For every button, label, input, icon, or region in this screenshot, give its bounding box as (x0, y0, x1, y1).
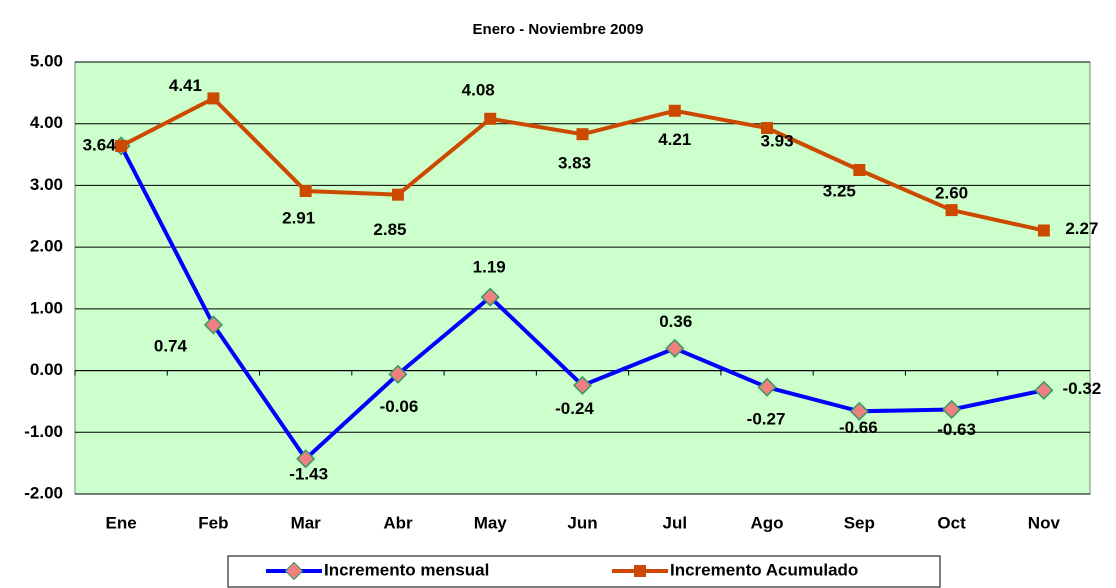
y-tick-label: -2.00 (24, 483, 63, 502)
data-label: 2.27 (1065, 219, 1098, 238)
data-label: -1.43 (289, 464, 328, 483)
data-label: -0.24 (555, 399, 594, 418)
x-tick-label: Ago (751, 513, 784, 532)
data-label: 0.74 (154, 336, 188, 355)
x-tick-label: Sep (844, 513, 875, 532)
data-label: 0.36 (659, 312, 692, 331)
x-tick-label: Abr (383, 513, 413, 532)
y-tick-label: 4.00 (30, 113, 63, 132)
data-label: -0.27 (747, 410, 786, 429)
data-label: -0.66 (839, 418, 878, 437)
data-label: 2.60 (935, 184, 968, 203)
legend-label: Incremento mensual (324, 560, 489, 579)
legend-label: Incremento Acumulado (670, 560, 858, 579)
y-tick-label: 3.00 (30, 175, 63, 194)
data-label: 4.08 (462, 80, 495, 99)
data-label: 4.21 (658, 130, 691, 149)
y-tick-label: 5.00 (30, 51, 63, 70)
marker (761, 122, 774, 135)
marker (388, 364, 408, 384)
legend-marker (634, 565, 646, 577)
data-label: -0.63 (937, 420, 976, 439)
marker (572, 375, 593, 395)
x-tick-label: Mar (291, 513, 322, 532)
marker (853, 164, 866, 176)
marker (203, 315, 223, 335)
marker (207, 92, 220, 105)
data-label: 2.91 (282, 208, 315, 227)
marker (668, 104, 681, 117)
marker (484, 112, 497, 125)
marker (945, 204, 958, 217)
y-tick-label: 2.00 (30, 237, 63, 256)
data-label: -0.06 (380, 397, 419, 416)
legend-marker (284, 561, 304, 581)
x-tick-label: Jun (567, 513, 597, 532)
data-label: 2.85 (373, 220, 406, 239)
marker (296, 449, 316, 469)
data-label: 1.19 (473, 258, 506, 277)
data-label: 3.25 (823, 181, 856, 200)
marker (299, 184, 312, 197)
marker (576, 128, 589, 141)
marker (849, 401, 869, 421)
marker (115, 139, 128, 152)
x-tick-label: Oct (937, 513, 966, 532)
marker (480, 287, 500, 307)
y-tick-label: 0.00 (30, 360, 63, 379)
data-label: 3.64 (83, 135, 117, 154)
x-tick-label: Feb (198, 513, 228, 532)
marker (665, 338, 685, 358)
x-tick-label: Jul (662, 513, 687, 532)
data-label: 4.41 (169, 76, 202, 95)
x-tick-label: May (474, 513, 508, 532)
y-tick-label: 1.00 (30, 298, 63, 317)
chart-title: Enero - Noviembre 2009 (473, 21, 644, 38)
marker (757, 377, 777, 397)
data-label: 3.93 (760, 132, 793, 151)
marker (1034, 380, 1054, 400)
x-tick-label: Ene (106, 513, 137, 532)
marker (1037, 224, 1050, 237)
y-tick-label: -1.00 (24, 422, 63, 441)
legend-box (227, 555, 941, 588)
data-label: -0.32 (1062, 379, 1101, 398)
data-label: 3.83 (558, 154, 591, 173)
marker (391, 188, 404, 201)
marker (942, 399, 962, 419)
x-tick-label: Nov (1028, 513, 1061, 532)
